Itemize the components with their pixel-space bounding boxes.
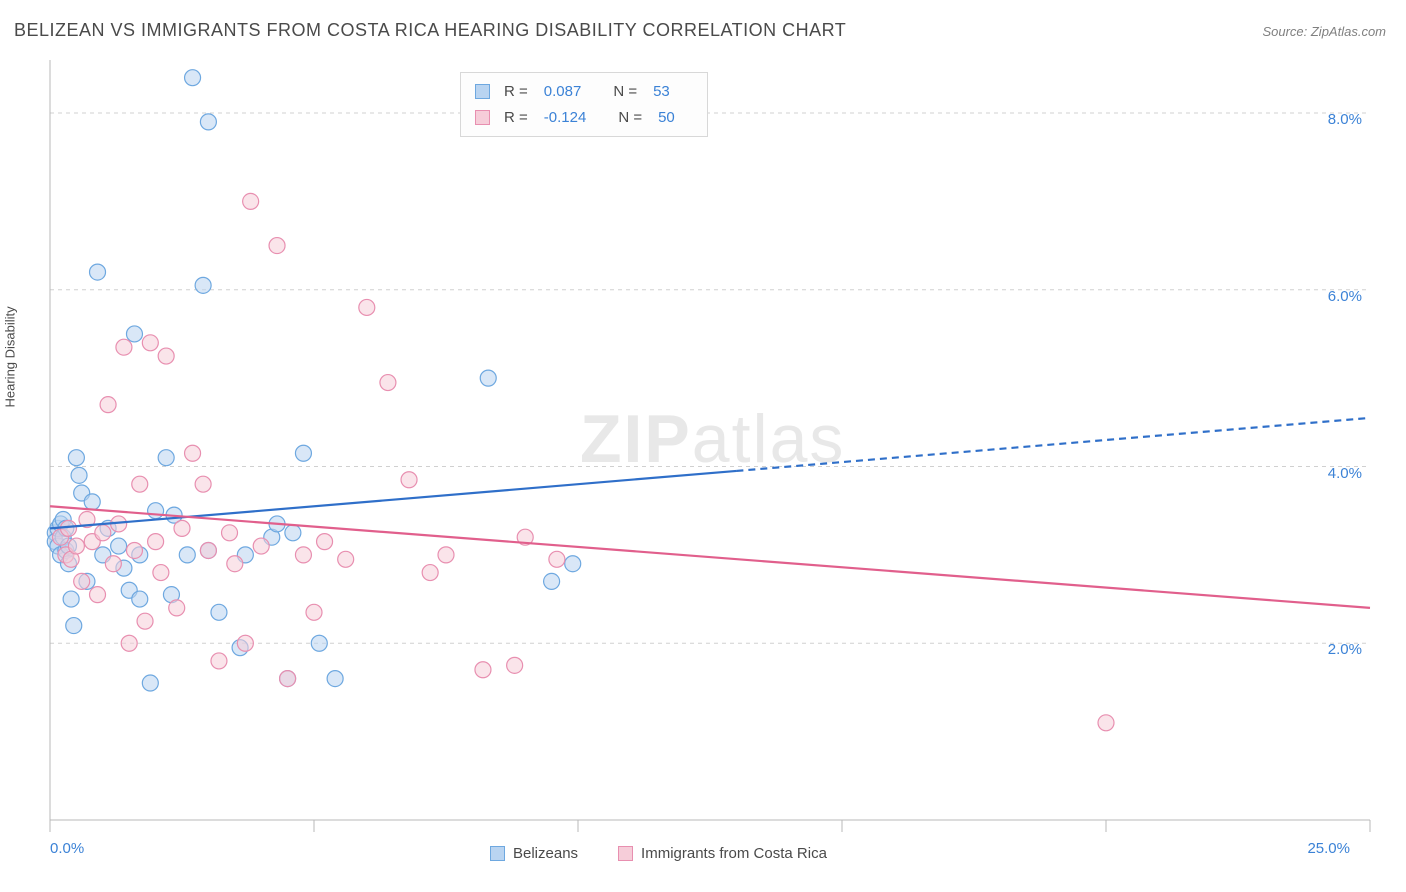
swatch-series-1 <box>475 110 490 125</box>
swatch-series-0 <box>475 84 490 99</box>
n-label: N = <box>613 79 637 105</box>
axis-tick-label: 0.0% <box>50 840 84 857</box>
axis-tick-label: 4.0% <box>1328 465 1362 482</box>
series-label-0: Belizeans <box>513 845 578 862</box>
swatch-series-0 <box>490 846 505 861</box>
n-value-1: 50 <box>658 105 675 131</box>
n-label: N = <box>618 105 642 131</box>
bottom-legend-item-0: Belizeans <box>490 845 578 862</box>
r-value-0: 0.087 <box>544 79 582 105</box>
series-label-1: Immigrants from Costa Rica <box>641 845 827 862</box>
r-label: R = <box>504 79 528 105</box>
axis-tick-label: 6.0% <box>1328 288 1362 305</box>
axis-tick-label: 2.0% <box>1328 641 1362 658</box>
axis-tick-label: 25.0% <box>1307 840 1350 857</box>
stats-legend: R = 0.087 N = 53 R = -0.124 N = 50 <box>460 72 708 137</box>
n-value-0: 53 <box>653 79 670 105</box>
r-label: R = <box>504 105 528 131</box>
stats-row-series-0: R = 0.087 N = 53 <box>475 79 693 105</box>
axis-tick-label: 8.0% <box>1328 111 1362 128</box>
r-value-1: -0.124 <box>544 105 587 131</box>
swatch-series-1 <box>618 846 633 861</box>
bottom-legend: Belizeans Immigrants from Costa Rica <box>490 845 827 862</box>
bottom-legend-item-1: Immigrants from Costa Rica <box>618 845 827 862</box>
stats-row-series-1: R = -0.124 N = 50 <box>475 105 693 131</box>
